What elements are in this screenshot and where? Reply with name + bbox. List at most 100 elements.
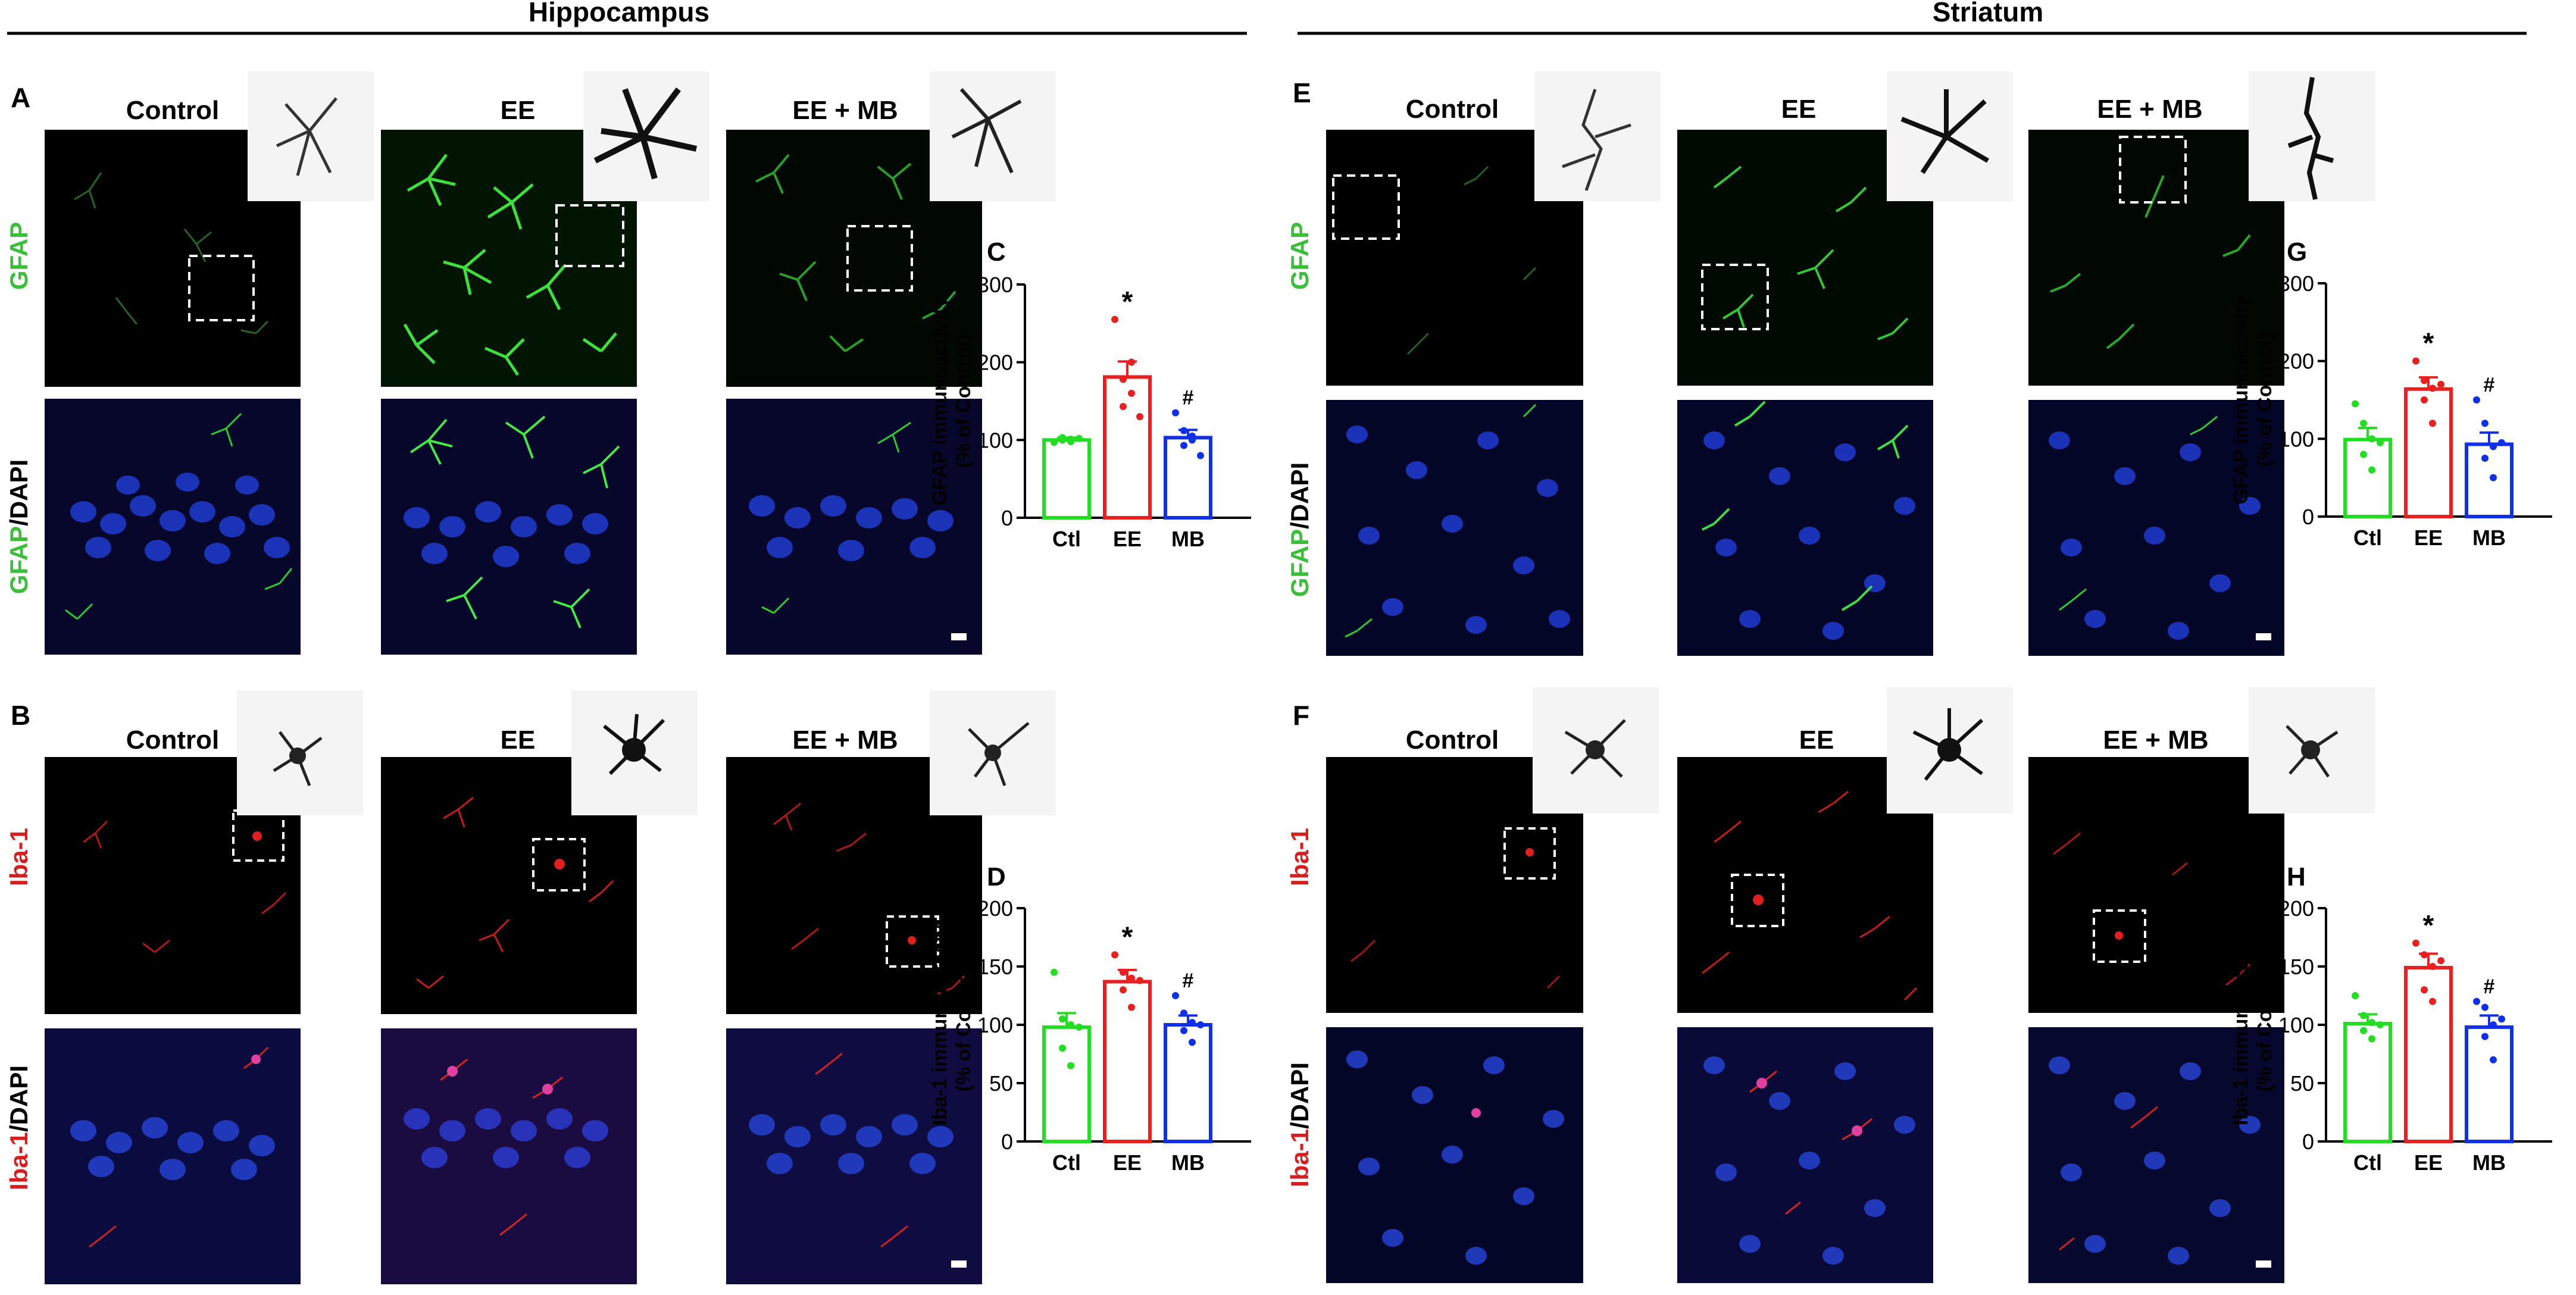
data-point-ctl-g	[2368, 466, 2375, 474]
y-tick-label-h: 0	[2302, 1130, 2314, 1154]
data-point-ctl-d	[1067, 1021, 1074, 1028]
group-label-ee-e: EE	[1781, 95, 1817, 124]
microglia-body-ee-hippo	[554, 859, 565, 869]
microglia-control-hippo	[83, 820, 287, 953]
bar-ctl-h	[2343, 1022, 2392, 1144]
data-point-ee-g	[2437, 380, 2444, 388]
inset-microglia-body-control-hippo	[289, 747, 306, 764]
microglia-body-control-striatum	[1525, 848, 1534, 856]
data-point-ctl-g	[2368, 435, 2375, 443]
nuclei-iba-control-striatum	[1346, 1050, 1564, 1265]
bar-chart-g: G 0 100 200 300 GFAP immunoactivity (% of Cont…	[2230, 237, 2552, 550]
inset-cell-control-striatum	[1562, 89, 1631, 191]
microglia-iba-dapi-eemb-hippo	[815, 1052, 908, 1248]
data-point-mb-c	[1172, 409, 1179, 417]
y-tick-label-g: 200	[2278, 349, 2314, 374]
y-label-c: GFAP immunoactivity	[929, 297, 951, 506]
group-label-eemb-a: EE + MB	[792, 96, 898, 125]
panel-letter-e: E	[1293, 77, 1311, 108]
data-point-ctl-g	[2360, 420, 2367, 427]
y-tick-label-c: 100	[977, 428, 1013, 452]
group-label-eemb-e: EE + MB	[2097, 95, 2202, 124]
significance-ee-c: *	[1122, 286, 1133, 318]
data-point-mb-g	[2473, 396, 2480, 403]
microglia-pink-ee-hippo-2	[542, 1084, 553, 1094]
data-point-ee-h	[2429, 963, 2436, 970]
data-point-ee-h	[2412, 939, 2419, 947]
inset-microglia-body-eemb-striatum	[2301, 740, 2320, 759]
data-point-ctl-d	[1067, 1062, 1074, 1069]
row-label-iba-dapi-b: Iba-1/DAPI	[5, 1065, 33, 1190]
section-title-hippocampus: Hippocampus	[529, 0, 709, 27]
significance-mb-h: #	[2484, 975, 2495, 998]
x-tick-label-mb-d: MB	[1171, 1150, 1205, 1175]
microglia-pink-ee-striatum-1	[1756, 1078, 1767, 1088]
data-point-mb-h	[2490, 1056, 2497, 1063]
x-tick-label-ctl-h: Ctl	[2353, 1150, 2382, 1175]
data-point-ee-h	[2421, 951, 2428, 959]
data-point-ee-c	[1111, 315, 1118, 323]
microglia-eemb-striatum	[2053, 832, 2251, 986]
roi-box-iba-eemb-striatum	[2093, 909, 2146, 963]
data-point-ee-c	[1120, 376, 1127, 383]
x-tick-label-ee-h: EE	[2414, 1150, 2443, 1175]
scale-bar-f	[2256, 1260, 2271, 1268]
x-tick-label-ctl-d: Ctl	[1052, 1150, 1081, 1175]
data-point-ee-d	[1128, 974, 1135, 982]
nuclei-control-striatum	[1346, 426, 1570, 634]
y-tick-label-g: 300	[2278, 271, 2314, 296]
row-label-iba-b: Iba-1	[5, 828, 33, 886]
data-point-ee-g	[2429, 420, 2436, 427]
roi-box-eemb-striatum	[2119, 136, 2187, 204]
scale-bar-e	[2256, 633, 2271, 640]
microglia-body-eemb-hippo	[908, 936, 916, 944]
y-tick-label-d: 50	[989, 1071, 1013, 1096]
data-point-mb-h	[2473, 997, 2480, 1005]
data-point-mb-g	[2490, 443, 2497, 451]
astrocytes-eemb-hippo-dapi	[761, 421, 911, 614]
roi-box-control-hippo	[188, 255, 255, 321]
inset-microglia-body-ee-striatum	[1937, 738, 1961, 762]
inset-microglia-body-control-striatum	[1586, 740, 1605, 759]
data-point-ctl-g	[2377, 439, 2384, 446]
x-tick-label-mb-g: MB	[2472, 525, 2506, 550]
micrograph-gfap-eemb-striatum	[2028, 130, 2284, 386]
data-point-ee-g	[2421, 396, 2428, 403]
data-point-ee-h	[2437, 957, 2444, 965]
bar-chart-c: C 0 100 200 300 GFAP immunoactivity (% of Cont…	[929, 237, 1251, 551]
data-point-ee-c	[1128, 389, 1135, 397]
microglia-iba-dapi-eemb-striatum	[2059, 1106, 2158, 1251]
group-label-control-b: Control	[126, 725, 219, 755]
y-label-unit-c: (% of Control)	[952, 334, 975, 468]
micrograph-iba-dapi-control-hippo	[45, 1028, 301, 1284]
roi-box-iba-ee-hippo	[532, 838, 586, 892]
data-point-ctl-h	[2368, 1019, 2375, 1027]
significance-ee-h: *	[2423, 910, 2434, 941]
astrocytes-ee-hippo-dapi	[409, 415, 620, 628]
data-point-ee-d	[1120, 968, 1127, 976]
nuclei-iba-control-hippo	[70, 1117, 275, 1180]
significance-ee-d: *	[1122, 921, 1133, 953]
data-point-ee-d	[1120, 986, 1127, 994]
microglia-eemb-hippo	[773, 802, 965, 995]
panel-letter-f: F	[1293, 700, 1309, 731]
microglia-pink-ee-hippo-1	[447, 1066, 458, 1077]
inset-cell-control-hippo	[276, 97, 337, 176]
microglia-pink-ee-striatum-2	[1852, 1125, 1862, 1136]
astrocytes-control-hippo-dapi	[65, 412, 293, 620]
data-point-mb-g	[2490, 474, 2497, 481]
microglia-pink-control-striatum	[1471, 1108, 1481, 1118]
y-tick-label-c: 0	[1001, 506, 1013, 530]
data-point-ctl-g	[2352, 400, 2359, 408]
bar-ee-d	[1103, 980, 1152, 1143]
data-point-ctl-h	[2360, 1012, 2367, 1019]
roi-box-iba-eemb-hippo	[886, 915, 939, 968]
group-label-ee-f: EE	[1799, 725, 1834, 755]
y-label-unit-h: (% of Control)	[2253, 958, 2276, 1092]
data-point-mb-c	[1197, 452, 1204, 459]
group-label-control-a: Control	[126, 96, 219, 125]
group-label-eemb-b: EE + MB	[792, 725, 898, 755]
data-point-ee-g	[2421, 377, 2428, 384]
data-point-ctl-h	[2352, 992, 2359, 999]
